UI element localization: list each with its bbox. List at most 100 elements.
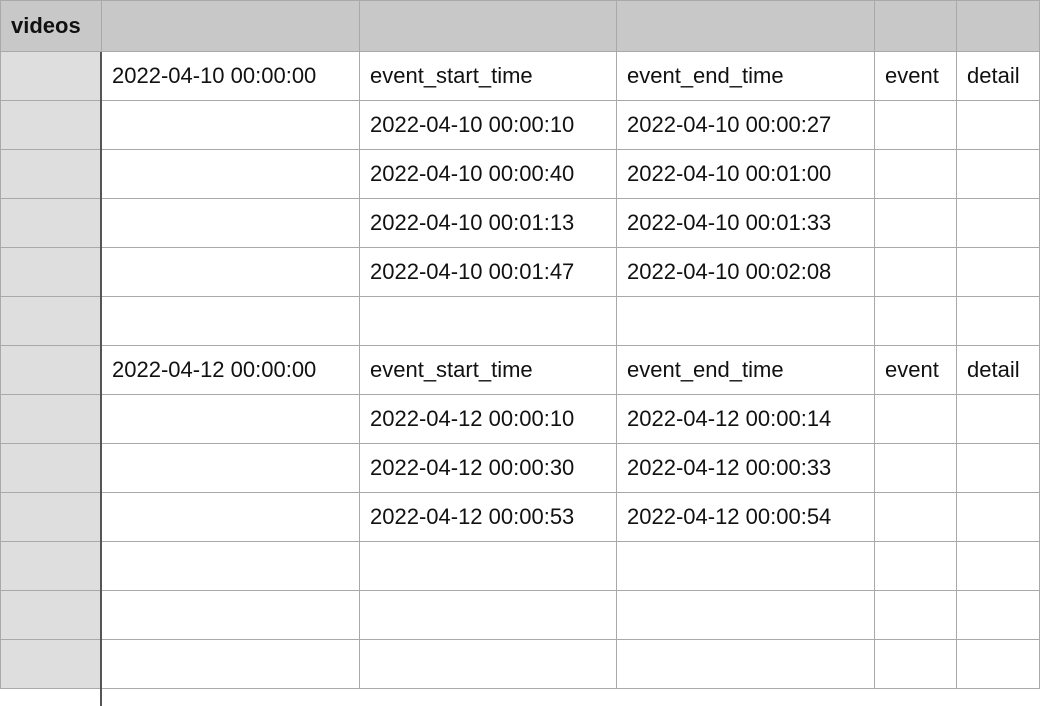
table-cell[interactable] <box>616 541 875 591</box>
row-header-cell[interactable] <box>0 345 102 395</box>
column-header-cell[interactable] <box>956 0 1040 52</box>
table-cell[interactable] <box>101 198 360 248</box>
column-header-cell[interactable] <box>874 0 957 52</box>
table-cell[interactable] <box>101 100 360 150</box>
column-header-cell[interactable] <box>101 0 360 52</box>
table-cell[interactable]: 2022-04-12 00:00:14 <box>616 394 875 444</box>
table-row <box>0 590 1040 640</box>
table-cell[interactable] <box>101 443 360 493</box>
table-cell[interactable] <box>616 639 875 689</box>
table-cell[interactable]: event_start_time <box>359 345 617 395</box>
table-cell[interactable] <box>101 590 360 640</box>
table-row: 2022-04-10 00:00:40 2022-04-10 00:01:00 <box>0 149 1040 199</box>
table-cell[interactable] <box>874 100 957 150</box>
table-cell[interactable]: 2022-04-12 00:00:10 <box>359 394 617 444</box>
table-cell[interactable] <box>956 100 1040 150</box>
table-cell[interactable]: 2022-04-12 00:00:53 <box>359 492 617 542</box>
table-cell[interactable]: event <box>874 51 957 101</box>
table-cell[interactable] <box>101 296 360 346</box>
table-cell[interactable]: 2022-04-10 00:00:40 <box>359 149 617 199</box>
row-header-cell[interactable] <box>0 541 102 591</box>
table-row <box>0 541 1040 591</box>
table-row: 2022-04-12 00:00:00 event_start_time event… <box>0 345 1040 395</box>
column-header-row: videos <box>0 0 1040 52</box>
table-cell[interactable] <box>101 394 360 444</box>
row-header-cell[interactable] <box>0 198 102 248</box>
table-row <box>0 296 1040 346</box>
table-cell[interactable]: event_end_time <box>616 345 875 395</box>
table-cell[interactable]: 2022-04-12 00:00:33 <box>616 443 875 493</box>
table-cell[interactable] <box>956 296 1040 346</box>
table-cell[interactable] <box>874 443 957 493</box>
table-cell[interactable] <box>874 247 957 297</box>
table-cell[interactable] <box>956 149 1040 199</box>
table-cell[interactable] <box>874 198 957 248</box>
table-cell[interactable]: detail <box>956 51 1040 101</box>
table-cell[interactable]: detail <box>956 345 1040 395</box>
table-cell[interactable] <box>616 296 875 346</box>
table-cell[interactable]: 2022-04-10 00:01:33 <box>616 198 875 248</box>
table-cell[interactable] <box>956 198 1040 248</box>
table-row: 2022-04-12 00:00:10 2022-04-12 00:00:14 <box>0 394 1040 444</box>
table-cell[interactable]: event_end_time <box>616 51 875 101</box>
table-cell[interactable]: 2022-04-10 00:01:00 <box>616 149 875 199</box>
column-header-cell[interactable] <box>616 0 875 52</box>
table-cell[interactable] <box>359 541 617 591</box>
table-cell[interactable]: 2022-04-12 00:00:30 <box>359 443 617 493</box>
row-header-cell[interactable] <box>0 492 102 542</box>
table-cell[interactable] <box>956 492 1040 542</box>
row-header-cell[interactable] <box>0 639 102 689</box>
row-header-cell[interactable] <box>0 394 102 444</box>
column-header-cell[interactable] <box>359 0 617 52</box>
table-cell[interactable] <box>874 492 957 542</box>
table-cell[interactable] <box>101 492 360 542</box>
table-cell[interactable]: 2022-04-10 00:00:27 <box>616 100 875 150</box>
row-header-cell[interactable] <box>0 590 102 640</box>
table-cell[interactable] <box>874 639 957 689</box>
table-row: 2022-04-10 00:00:10 2022-04-10 00:00:27 <box>0 100 1040 150</box>
table-cell[interactable] <box>956 639 1040 689</box>
table-row: 2022-04-12 00:00:30 2022-04-12 00:00:33 <box>0 443 1040 493</box>
table-cell[interactable]: 2022-04-12 00:00:00 <box>101 345 360 395</box>
table-cell[interactable] <box>874 394 957 444</box>
table-cell[interactable] <box>101 149 360 199</box>
table-cell[interactable] <box>616 590 875 640</box>
table-cell[interactable] <box>101 639 360 689</box>
table-cell[interactable] <box>874 541 957 591</box>
table-cell[interactable]: 2022-04-10 00:00:10 <box>359 100 617 150</box>
row-header-cell[interactable] <box>0 51 102 101</box>
table-cell[interactable] <box>956 541 1040 591</box>
table-cell[interactable] <box>956 443 1040 493</box>
row-header-cell[interactable] <box>0 247 102 297</box>
table-cell[interactable] <box>101 541 360 591</box>
row-header-cell[interactable] <box>0 100 102 150</box>
table-cell[interactable]: 2022-04-12 00:00:54 <box>616 492 875 542</box>
table-cell[interactable]: 2022-04-10 00:02:08 <box>616 247 875 297</box>
table-cell[interactable] <box>359 296 617 346</box>
table-cell[interactable]: 2022-04-10 00:01:13 <box>359 198 617 248</box>
table-cell[interactable] <box>359 639 617 689</box>
table-cell[interactable]: event <box>874 345 957 395</box>
table-row: 2022-04-12 00:00:53 2022-04-12 00:00:54 <box>0 492 1040 542</box>
table-row: 2022-04-10 00:01:13 2022-04-10 00:01:33 <box>0 198 1040 248</box>
spreadsheet-table: videos 2022-04-10 00:00:00 event_start_ti… <box>0 0 1040 689</box>
table-row <box>0 639 1040 689</box>
table-cell[interactable] <box>956 590 1040 640</box>
row-header-cell[interactable] <box>0 149 102 199</box>
table-cell[interactable] <box>101 247 360 297</box>
table-row: 2022-04-10 00:01:47 2022-04-10 00:02:08 <box>0 247 1040 297</box>
table-cell[interactable]: 2022-04-10 00:01:47 <box>359 247 617 297</box>
row-header-divider <box>100 52 102 706</box>
table-name-cell[interactable]: videos <box>0 0 102 52</box>
row-header-cell[interactable] <box>0 443 102 493</box>
row-header-cell[interactable] <box>0 296 102 346</box>
table-cell[interactable] <box>956 247 1040 297</box>
table-cell[interactable] <box>359 590 617 640</box>
table-cell[interactable]: event_start_time <box>359 51 617 101</box>
table-cell[interactable] <box>874 590 957 640</box>
table-cell[interactable] <box>874 296 957 346</box>
table-cell[interactable]: 2022-04-10 00:00:00 <box>101 51 360 101</box>
table-cell[interactable] <box>956 394 1040 444</box>
table-cell[interactable] <box>874 149 957 199</box>
